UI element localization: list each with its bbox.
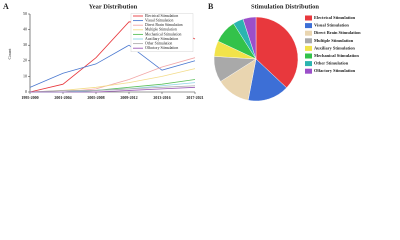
legend-label: Direct Brain Stimulation xyxy=(145,23,183,27)
x-tick-label: 2005-2008 xyxy=(87,95,104,100)
x-tick-label: 2017-2021 xyxy=(186,95,203,100)
legend-label: Visual Stimulation xyxy=(314,23,349,28)
legend-swatch xyxy=(305,23,312,29)
chart-title: Stimulation Distribution xyxy=(251,3,319,10)
panel-label: B xyxy=(208,2,214,11)
legend-label: Direct Brain Stimulation xyxy=(314,30,361,35)
x-tick-label: 1995-2000 xyxy=(21,95,38,100)
legend-box xyxy=(130,13,194,52)
x-tick-label: 2013-2016 xyxy=(153,95,170,100)
legend-label: Mechanical Stimulation xyxy=(145,32,181,36)
panel-label: A xyxy=(3,2,9,11)
y-tick-label: 30 xyxy=(23,42,27,47)
legend-label: Olfactory Stimulation xyxy=(145,46,178,50)
x-tick-label: 2001-2004 xyxy=(54,95,71,100)
legend-swatch xyxy=(305,30,312,36)
y-tick-label: 10 xyxy=(23,73,27,78)
legend-label: Other Stimulation xyxy=(145,41,172,45)
y-axis-label: Count xyxy=(7,48,12,60)
series-line xyxy=(30,86,196,93)
y-tick-label: 0 xyxy=(25,89,27,94)
y-tick-label: 40 xyxy=(23,27,27,32)
legend-label: Visual Stimulation xyxy=(145,18,173,22)
y-tick-label: 50 xyxy=(23,11,27,16)
legend-label: Electrical Stimulation xyxy=(145,14,178,18)
legend-swatch xyxy=(305,38,312,44)
legend-label: Multiple Stimulation xyxy=(314,38,354,43)
series-line xyxy=(29,85,196,93)
page: A Year Distribution Count B Stimulation … xyxy=(0,0,400,107)
legend-swatch xyxy=(305,45,312,51)
legend-label: Mechanical Stimulation xyxy=(314,53,359,58)
legend-swatch xyxy=(305,68,312,74)
legend-swatch xyxy=(305,15,312,21)
figure: A Year Distribution Count B Stimulation … xyxy=(3,2,361,102)
y-tick-label: 20 xyxy=(23,58,27,63)
pie-slice xyxy=(255,16,299,89)
chart-title: Year Distribution xyxy=(89,3,138,10)
x-tick-label: 2009-2012 xyxy=(120,95,137,100)
legend-label: Auxiliary Stimulation xyxy=(314,45,355,50)
legend-swatch xyxy=(305,61,312,67)
legend-label: Other Stimulation xyxy=(314,61,349,66)
legend-label: Multiple Stimulation xyxy=(145,28,177,32)
series-line xyxy=(29,44,196,88)
legend-label: Electrical Stimulation xyxy=(314,15,356,20)
legend-label: Olfactory Stimulation xyxy=(314,68,356,73)
legend-label: Auxiliary Stimulation xyxy=(145,37,178,41)
pie-slice xyxy=(242,16,257,60)
legend-swatch xyxy=(305,53,312,59)
